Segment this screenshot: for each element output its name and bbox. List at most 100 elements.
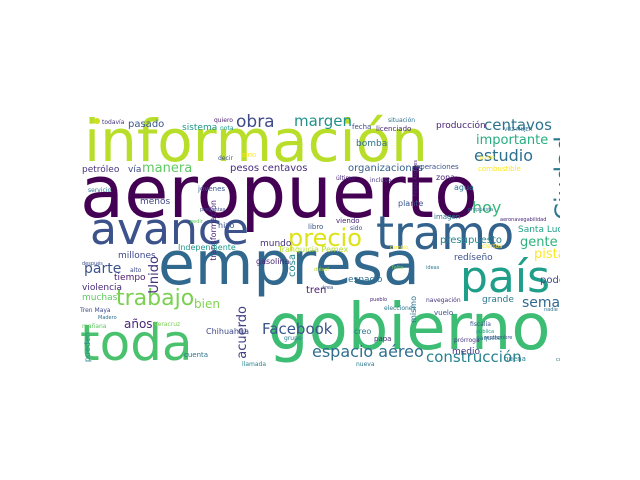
word-pasado: pasado	[128, 119, 165, 130]
word-quiero: quiero	[214, 117, 233, 124]
word-tiempo: tiempo	[114, 273, 146, 283]
word-espacio-aereo: espacio aéreo	[312, 342, 424, 361]
word-prorroga: prórroga	[454, 337, 480, 344]
word-estudio: estudio	[474, 146, 533, 165]
word-paquete: paquete	[476, 335, 501, 342]
word-chihuahua: Chihuahua	[206, 327, 249, 336]
word-petroleo: petróleo	[82, 165, 120, 175]
word-via: vía	[128, 165, 142, 175]
word-punto: punto	[480, 155, 495, 161]
word-fiscalia: fiscalía	[470, 321, 491, 328]
word-tren-maya: Tren Maya	[80, 307, 111, 314]
word-servicio: servicio	[88, 187, 112, 194]
word-parte: parte	[84, 261, 122, 277]
word-mundo: mundo	[260, 239, 292, 249]
word-voz-mujer: VOZ MUJER	[504, 127, 533, 133]
word-cambio: cambio	[390, 245, 409, 251]
word-cuenta: cuenta	[184, 351, 209, 359]
word-todavia: todavía	[102, 119, 125, 126]
word-medio: medio	[452, 347, 481, 357]
word-veracruz: Veracruz	[154, 321, 181, 328]
word-violencia: violencia	[82, 283, 123, 293]
word-ciertos: ciertos	[482, 243, 503, 250]
word-pedir: pedir	[190, 219, 203, 225]
word-cosa: cosa	[287, 254, 298, 277]
word-zona: zona	[436, 173, 456, 182]
word-libro: libro	[308, 223, 324, 231]
word-diesel: diésel	[314, 267, 329, 273]
word-gobierno: gobierno	[268, 291, 551, 365]
word-anos: años	[124, 317, 153, 331]
word-preguntas: preguntas	[200, 207, 226, 213]
word-hizo: hizo	[218, 221, 235, 230]
word-espacio: espacio	[348, 275, 383, 285]
word-pesos-centavos: pesos centavos	[230, 163, 308, 174]
word-importante: importante	[476, 133, 549, 148]
word-situacion: situación	[388, 117, 416, 124]
word-millones: millones	[118, 251, 156, 261]
word-ultimo: último	[336, 175, 356, 182]
word-grupo: grupo	[284, 335, 302, 342]
word-construccion: construcción	[426, 348, 522, 366]
word-area: área	[322, 285, 334, 291]
word-cuatro: cuatro	[556, 357, 560, 363]
word-creo: creo	[354, 327, 372, 336]
word-bomba: bomba	[356, 139, 388, 149]
word-empresa: empresa	[158, 229, 420, 299]
word-buena: buena	[504, 355, 526, 363]
word-fecha: fecha	[352, 123, 372, 131]
word-avance: avance	[90, 204, 250, 255]
word-septiembre: septiembre	[484, 335, 513, 341]
word-elecciones: elecciones	[384, 305, 416, 312]
word-informacion: información	[84, 107, 428, 175]
word-presupuesto: presupuesto	[440, 235, 503, 246]
word-organizaciones: organizaciones	[348, 163, 424, 174]
word-incluso: incluso	[370, 177, 392, 184]
word-facebook: Facebook	[262, 320, 333, 338]
word-gasolina: gasolina	[256, 257, 290, 266]
word-papa: papa	[374, 335, 392, 343]
word-falta: falta	[392, 265, 404, 271]
word-publica: pública	[476, 329, 495, 335]
word-grande: grande	[482, 295, 514, 305]
word-licenciado: licenciado	[376, 125, 412, 133]
word-precio: precio	[288, 224, 362, 252]
word-unido: Unido	[147, 256, 162, 294]
word-menos: menos	[140, 197, 171, 207]
word-centavos: centavos	[484, 116, 552, 134]
word-propuesta: propuesta	[468, 207, 494, 213]
word-poder: poder	[540, 275, 560, 286]
word-margen: margen	[294, 112, 352, 130]
word-ciudad: Ciudad	[550, 136, 560, 220]
word-semana: semana	[522, 295, 560, 311]
word-nadie: nadie	[544, 307, 558, 313]
word-produccion: producción	[436, 121, 486, 131]
word-manera: manera	[142, 161, 193, 176]
word-manana: mañana	[82, 323, 107, 330]
word-independiente: Independiente	[178, 243, 236, 252]
word-aeropuerto: aeropuerto	[80, 150, 479, 234]
word-tren: tren	[306, 285, 327, 296]
word-tranquicia-pemex: Tranquicia Pemex	[278, 245, 349, 254]
word-santa-lucia: Santa Lucía	[518, 225, 560, 235]
word-agua: agua	[454, 183, 474, 192]
word-toda: toda	[80, 314, 193, 370]
word-hoy: hoy	[472, 198, 502, 217]
word-pueblo: pueblo	[370, 297, 388, 303]
word-madero: Madero	[98, 315, 117, 321]
word-imagen: imagen	[434, 213, 461, 221]
word-combustible: combustible	[478, 165, 521, 173]
word-despues: después	[82, 261, 103, 267]
word-rediseno: redíseño	[454, 253, 493, 263]
word-sistema: sistema	[182, 123, 218, 133]
word-gente: gente	[520, 235, 558, 250]
word-nueva: nueva	[356, 361, 375, 368]
word-ideas: ideas	[426, 265, 440, 271]
word-muchas: muchas	[82, 293, 118, 303]
word-plante: plante	[398, 199, 424, 208]
word-sido: sido	[350, 225, 363, 232]
word-tramo: tramo	[376, 206, 515, 260]
word-navegacion: navegación	[426, 297, 461, 304]
word-viendo: viendo	[336, 217, 360, 225]
